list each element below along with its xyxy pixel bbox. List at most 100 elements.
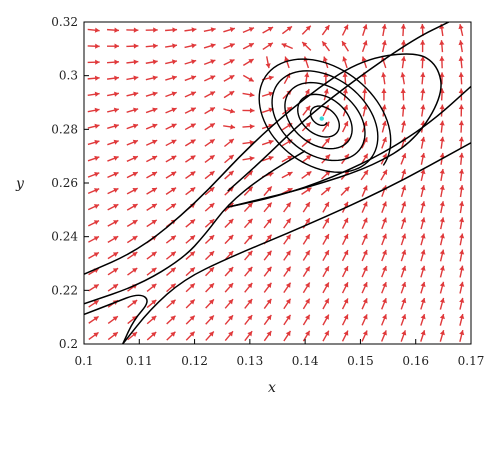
trajectory-upper-left bbox=[84, 53, 442, 275]
vector-arrow bbox=[301, 187, 312, 195]
vector-arrow bbox=[165, 139, 177, 147]
vector-arrow bbox=[185, 299, 196, 309]
vector-arrow bbox=[107, 139, 119, 146]
y-tick-label: 0.2 bbox=[59, 337, 78, 351]
vector-arrow bbox=[458, 104, 464, 117]
vector-arrow bbox=[381, 217, 387, 230]
vector-arrow bbox=[400, 153, 407, 165]
vector-arrow bbox=[87, 188, 100, 195]
vector-arrow bbox=[263, 202, 273, 213]
vector-arrow bbox=[87, 139, 100, 146]
vector-arrow bbox=[243, 202, 254, 213]
vector-arrow bbox=[342, 88, 349, 101]
vector-arrow bbox=[87, 219, 100, 227]
vector-arrow bbox=[224, 282, 234, 293]
vector-arrow bbox=[420, 249, 426, 262]
vector-arrow bbox=[185, 283, 196, 293]
vector-arrow bbox=[204, 91, 216, 98]
vector-arrow bbox=[420, 136, 426, 149]
vector-arrow bbox=[400, 56, 407, 69]
vector-arrow bbox=[283, 266, 292, 277]
vector-arrow bbox=[242, 139, 255, 146]
vector-arrow bbox=[419, 24, 426, 37]
vector-arrow bbox=[107, 267, 119, 276]
vector-arrow bbox=[263, 250, 273, 261]
y-tick-label: 0.26 bbox=[51, 176, 78, 190]
vector-arrow bbox=[184, 139, 196, 147]
vector-arrow bbox=[145, 123, 158, 130]
vector-arrow bbox=[242, 156, 255, 162]
vector-arrow bbox=[165, 155, 177, 163]
vector-arrow bbox=[126, 43, 139, 49]
vector-arrow bbox=[360, 153, 369, 165]
vector-arrow bbox=[126, 139, 139, 146]
vector-arrow bbox=[126, 171, 139, 179]
vector-arrow bbox=[185, 154, 196, 163]
vector-arrow bbox=[400, 104, 406, 117]
vector-arrow bbox=[420, 152, 426, 165]
vector-arrow bbox=[420, 72, 426, 85]
vector-arrow bbox=[107, 203, 119, 211]
vector-arrow bbox=[265, 56, 271, 69]
vector-arrow bbox=[381, 201, 387, 214]
vector-arrow bbox=[341, 281, 349, 294]
vector-arrow bbox=[126, 187, 138, 195]
vector-arrow bbox=[145, 139, 158, 146]
vector-arrow bbox=[341, 120, 349, 133]
x-tick-label: 0.15 bbox=[347, 354, 374, 368]
vector-arrow bbox=[420, 217, 426, 230]
vector-arrow bbox=[459, 329, 465, 342]
vector-arrow bbox=[165, 171, 177, 179]
vector-arrow bbox=[204, 202, 215, 212]
vector-arrow bbox=[400, 88, 406, 101]
vector-arrow bbox=[420, 56, 426, 69]
vector-arrow bbox=[205, 314, 215, 325]
vector-arrow bbox=[242, 123, 255, 130]
vector-arrow bbox=[87, 171, 100, 178]
vector-arrow bbox=[340, 186, 350, 196]
vector-arrow bbox=[87, 59, 100, 65]
vector-arrow bbox=[107, 43, 120, 49]
vector-arrow bbox=[283, 282, 292, 294]
vector-arrow bbox=[205, 282, 215, 293]
vector-arrow bbox=[381, 249, 387, 262]
vector-arrow bbox=[381, 233, 387, 246]
vector-arrow bbox=[165, 123, 177, 130]
vector-arrow bbox=[439, 265, 445, 278]
vector-arrow bbox=[420, 201, 426, 214]
vector-arrow bbox=[420, 168, 426, 181]
vector-arrow bbox=[88, 315, 100, 324]
vector-arrow bbox=[107, 235, 119, 243]
vector-arrow bbox=[302, 314, 311, 326]
vector-arrow bbox=[204, 170, 215, 180]
vector-arrow bbox=[106, 75, 120, 81]
vector-arrow bbox=[165, 251, 177, 260]
vector-arrow bbox=[362, 24, 368, 36]
vector-arrow bbox=[126, 91, 139, 97]
vector-arrow bbox=[146, 331, 157, 341]
vector-arrow bbox=[283, 298, 292, 310]
vector-arrow bbox=[458, 24, 464, 37]
vector-arrow bbox=[203, 43, 216, 49]
y-axis-label: y bbox=[15, 176, 25, 192]
vector-arrow bbox=[184, 107, 197, 114]
vector-arrow bbox=[439, 136, 445, 149]
vector-arrow bbox=[145, 59, 158, 65]
vector-arrow bbox=[420, 40, 426, 53]
vector-arrow bbox=[107, 187, 119, 195]
vector-arrow bbox=[361, 233, 368, 246]
vector-arrow bbox=[400, 265, 407, 278]
vector-arrow bbox=[261, 107, 274, 114]
vector-arrow bbox=[126, 27, 139, 33]
vector-arrow bbox=[381, 185, 387, 197]
vector-arrow bbox=[185, 186, 196, 196]
vector-arrow bbox=[107, 331, 119, 341]
vector-arrow bbox=[165, 75, 178, 81]
vector-arrow bbox=[320, 186, 331, 196]
vector-arrow bbox=[107, 123, 119, 130]
vector-arrow bbox=[400, 330, 407, 342]
vector-arrow bbox=[165, 91, 177, 98]
vector-arrow bbox=[244, 250, 253, 261]
vector-arrow bbox=[262, 26, 274, 34]
vector-arrow bbox=[184, 75, 197, 82]
